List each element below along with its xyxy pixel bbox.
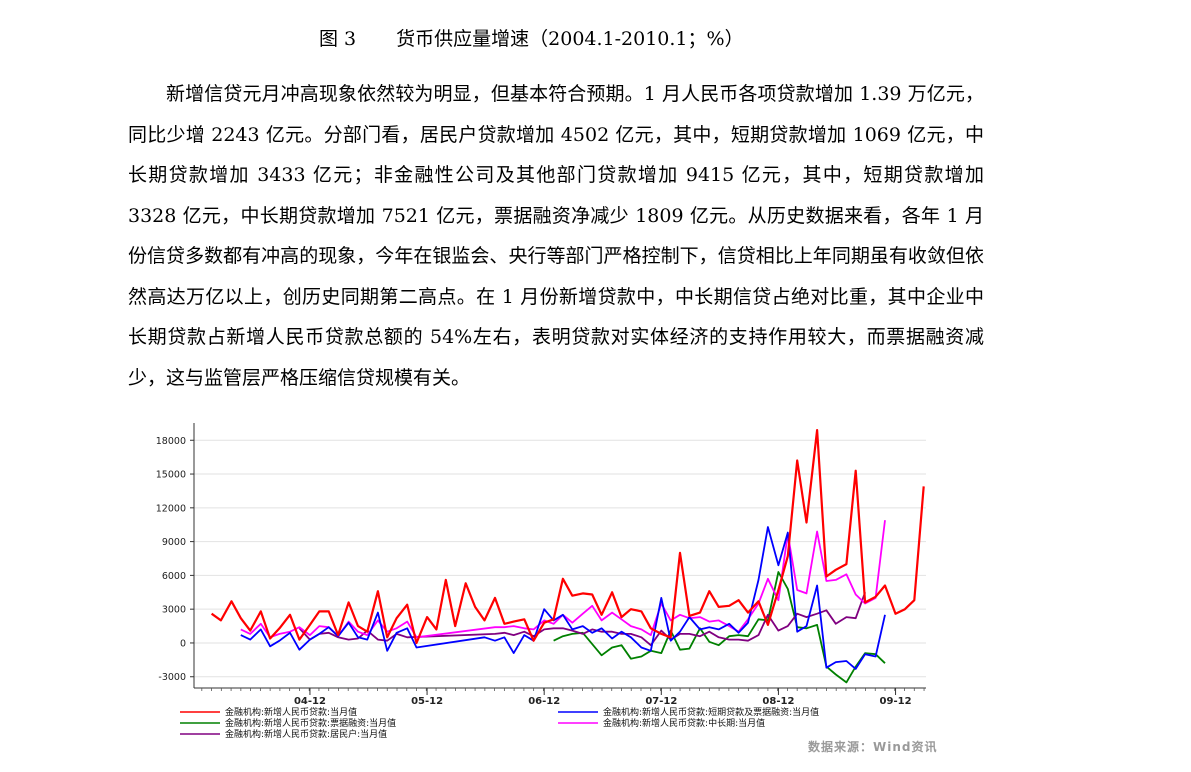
legend-label: 金融机构:新增人民币贷款:居民户:当月值 [225,728,387,740]
series-line-1 [210,429,925,645]
y-tick-label: 9000 [162,537,186,548]
x-tick-label: 08-12 [762,696,794,707]
x-tick-label: 04-12 [294,696,326,707]
y-tick-label: -3000 [158,672,186,683]
legend-label: 金融机构:新增人民币贷款:中长期:当月值 [603,717,765,729]
body-paragraph: 新增信贷元月冲高现象依然较为明显，但基本符合预期。1 月人民币各项贷款增加 1.… [128,83,984,389]
y-tick-label: 0 [180,638,186,649]
x-tick-label: 07-12 [645,696,677,707]
series-line-3 [553,571,886,684]
chart-series-lines [210,429,925,684]
series-line-2 [240,526,886,670]
legend-label: 金融机构:新增人民币贷款:当月值 [225,706,357,718]
figure-title: 货币供应量增速（2004.1-2010.1；%） [396,28,744,50]
y-tick-label: 6000 [162,571,186,582]
y-axis-ticks: 18000 15000 12000 9000 6000 3000 0 -3000 [156,436,194,683]
y-tick-label: 12000 [156,503,186,514]
y-tick-label: 15000 [156,470,186,481]
legend-label: 金融机构:新增人民币贷款:短期贷款及票据融资:当月值 [603,706,819,718]
x-tick-label: 06-12 [528,696,560,707]
x-axis-ticks: 04-12 05-12 06-12 07-12 08-12 09-12 [201,688,925,707]
chart-axes [193,423,926,689]
data-source-note: 数据来源：Wind资讯 [808,740,938,754]
legend-label: 金融机构:新增人民币贷款:票据融资:当月值 [225,717,396,729]
y-tick-label: 18000 [156,436,186,447]
x-tick-label: 05-12 [411,696,443,707]
chart-gridlines [194,439,926,678]
series-line-5 [298,591,866,647]
figure-caption: 图 3 货币供应量增速（2004.1-2010.1；%） [319,24,744,51]
chart-legend: 金融机构:新增人民币贷款:当月值 金融机构:新增人民币贷款:短期贷款及票据融资:当… [180,706,819,740]
figure-number: 图 3 [319,28,357,50]
x-tick-label: 09-12 [880,696,912,707]
y-tick-label: 3000 [162,605,186,616]
